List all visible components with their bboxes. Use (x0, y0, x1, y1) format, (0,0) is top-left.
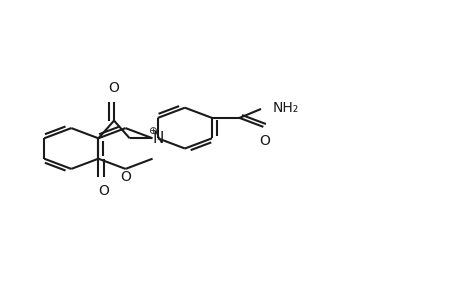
Text: O: O (120, 170, 131, 184)
Text: O: O (108, 81, 119, 95)
Text: N: N (152, 131, 163, 146)
Text: ⊕: ⊕ (148, 126, 157, 136)
Text: NH₂: NH₂ (272, 101, 298, 115)
Text: O: O (258, 134, 269, 148)
Text: O: O (98, 184, 109, 198)
